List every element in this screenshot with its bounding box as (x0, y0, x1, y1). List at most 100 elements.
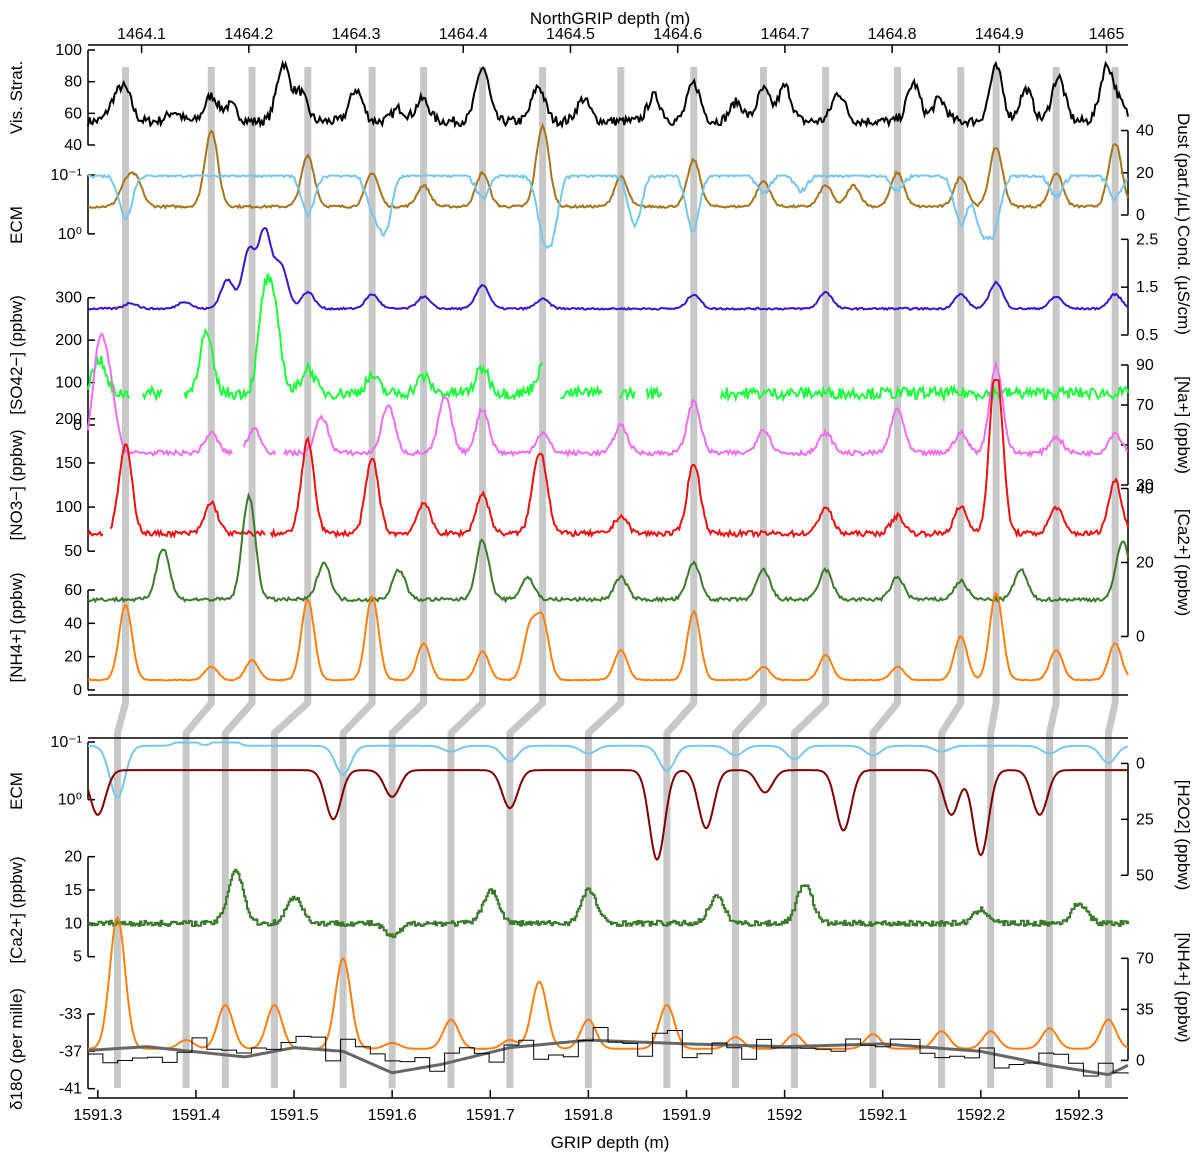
ngrip-ytick-label-7-2: 40 (1136, 481, 1154, 498)
ngrip-ytick-label-4-2: 200 (55, 332, 82, 349)
top-xtick-label-6: 1464.7 (760, 26, 809, 43)
ngrip-ytick-label-5-0: 30 (1136, 477, 1154, 494)
bottom-xtick-label-0: 1591.3 (73, 1107, 122, 1124)
grip-ylabel-3: [NH4+] (ppbw) (1174, 932, 1193, 1042)
grip-ytick-label-4-2: -33 (59, 1006, 82, 1023)
grip-ytick-label-2-1: 10 (64, 915, 82, 932)
tie-line-1 (182, 67, 215, 1088)
grip-ytick-label-0-0: 10⁻¹ (50, 734, 82, 751)
top-xtick-label-4: 1464.5 (546, 26, 595, 43)
tie-line-6 (447, 67, 487, 1088)
bottom-axis-title: GRIP depth (m) (551, 1133, 670, 1152)
tie-line-12 (869, 67, 901, 1088)
tie-line-10 (732, 67, 767, 1088)
ngrip-ylabel-1: Dust (part./µL) (1174, 113, 1193, 222)
ngrip-ylabel-4: [SO42−] (ppbw) (7, 295, 26, 415)
ngrip-ytick-label-5-1: 50 (1136, 437, 1154, 454)
bottom-xtick-label-4: 1591.7 (466, 1107, 515, 1124)
grip-series-4 (87, 1027, 1129, 1077)
ngrip-trace-4-5 (645, 385, 663, 401)
ngrip-ylabel-3: Cond. (µS/cm) (1174, 225, 1193, 335)
bottom-xtick-label-2: 1591.5 (270, 1107, 319, 1124)
grip-ytick-label-2-2: 15 (64, 882, 82, 899)
ngrip-series-8 (87, 591, 1129, 682)
ngrip-ytick-label-0-0: 40 (64, 137, 82, 154)
bottom-xtick-label-3: 1591.6 (368, 1107, 417, 1124)
ngrip-ytick-label-3-2: 2.5 (1136, 231, 1158, 248)
ngrip-ytick-label-2-0: 10⁻¹ (50, 167, 82, 184)
ngrip-ytick-label-6-1: 100 (55, 499, 82, 516)
ngrip-trace-4-2 (183, 273, 544, 402)
tie-line-9 (663, 67, 698, 1088)
ngrip-ylabel-6: [NO3−] (ppbw) (7, 429, 26, 540)
grip-series-3 (87, 915, 1129, 1050)
ngrip-trace-1-0 (87, 122, 1129, 210)
bottom-xtick-label-8: 1592.1 (858, 1107, 907, 1124)
tie-line-7 (506, 67, 547, 1088)
ngrip-yaxis-4: 0 100 200 300 (55, 290, 95, 434)
bottom-xtick-label-1: 1591.4 (171, 1107, 220, 1124)
bottom-xtick-label-9: 1592.2 (956, 1107, 1005, 1124)
tie-line-16 (1104, 67, 1119, 1088)
tie-line-5 (388, 67, 428, 1088)
ngrip-trace-5-0 (87, 332, 234, 458)
ngrip-ytick-label-8-3: 60 (64, 582, 82, 599)
ngrip-ytick-label-0-2: 80 (64, 74, 82, 91)
grip-ylabel-0: ECM (7, 772, 26, 810)
ngrip-trace-0-0 (87, 59, 1129, 130)
ngrip-trace-5-2 (283, 360, 1129, 459)
ngrip-trace-2-0 (87, 173, 1129, 250)
grip-trace-raw (88, 1027, 1129, 1077)
ngrip-ytick-label-5-2: 70 (1136, 397, 1154, 414)
ngrip-yaxis-7: 0 20 40 (1121, 481, 1154, 646)
grip-ylabel-2: [Ca2+] (ppbw) (7, 856, 26, 963)
ngrip-series-6 (87, 379, 1129, 539)
grip-ytick-label-3-1: 35 (1136, 1001, 1154, 1018)
tie-line-8 (584, 67, 625, 1088)
bottom-xtick-label-7: 1592 (767, 1107, 803, 1124)
grip-trace-2-0 (88, 868, 1129, 939)
ngrip-yaxis-2: 10⁻¹ 10⁰ (50, 167, 95, 243)
ngrip-ytick-label-7-1: 20 (1136, 555, 1154, 572)
grip-ylabel-4: δ18O (per mille) (7, 988, 26, 1110)
tie-line-13 (938, 67, 965, 1088)
ngrip-yaxis-8: 0 20 40 60 (64, 582, 95, 699)
ngrip-ytick-label-4-0: 0 (73, 417, 82, 434)
ngrip-ytick-label-8-0: 0 (73, 682, 82, 699)
grip-trace-1-0 (87, 769, 1128, 862)
ngrip-series-4 (87, 273, 1129, 403)
ngrip-series-1 (87, 122, 1129, 210)
ngrip-ylabel-8: [NH4+] (ppbw) (7, 572, 26, 682)
tie-line-0 (113, 67, 130, 1088)
ngrip-ytick-label-6-3: 200 (55, 411, 82, 428)
ngrip-ytick-label-5-3: 90 (1136, 357, 1154, 374)
ngrip-trace-5-1 (243, 427, 277, 456)
ngrip-trace-4-1 (142, 384, 163, 403)
top-xtick-label-1: 1464.2 (224, 26, 273, 43)
grip-ytick-label-0-1: 10⁰ (58, 792, 82, 809)
grip-ytick-label-2-3: 20 (64, 849, 82, 866)
ngrip-ylabel-7: [Ca2+] (ppbw) (1174, 509, 1193, 616)
ngrip-series-3 (87, 227, 1129, 312)
tie-lines (113, 67, 1119, 1088)
grip-ytick-label-2-0: 5 (73, 949, 82, 966)
ngrip-ytick-label-1-0: 0 (1136, 207, 1145, 224)
bottom-xtick-label-6: 1591.9 (662, 1107, 711, 1124)
ngrip-ytick-label-6-0: 50 (64, 543, 82, 560)
grip-yaxis-4: -41 -37 -33 (59, 1006, 95, 1098)
ngrip-ytick-label-1-1: 20 (1136, 165, 1154, 182)
ngrip-ytick-label-3-0: 0.5 (1136, 327, 1158, 344)
ngrip-ytick-label-1-2: 40 (1136, 123, 1154, 140)
series-traces (87, 59, 1129, 1077)
ngrip-ytick-label-8-1: 20 (64, 649, 82, 666)
top-xtick-label-8: 1464.9 (975, 26, 1024, 43)
tie-line-2 (221, 67, 256, 1088)
ngrip-yaxis-6: 50 100 150 200 (55, 411, 95, 560)
ngrip-trace-7-0 (87, 491, 1129, 604)
grip-ytick-label-4-0: -41 (59, 1081, 82, 1098)
grip-ytick-label-3-0: 0 (1136, 1052, 1145, 1069)
series-labels: Vis. Strat. Dust (part./µL) ECM Cond. (µS/c… (7, 61, 1193, 1110)
grip-ytick-label-3-2: 70 (1136, 950, 1154, 967)
ngrip-trace-8-0 (87, 591, 1129, 682)
grip-series-2 (88, 868, 1129, 939)
